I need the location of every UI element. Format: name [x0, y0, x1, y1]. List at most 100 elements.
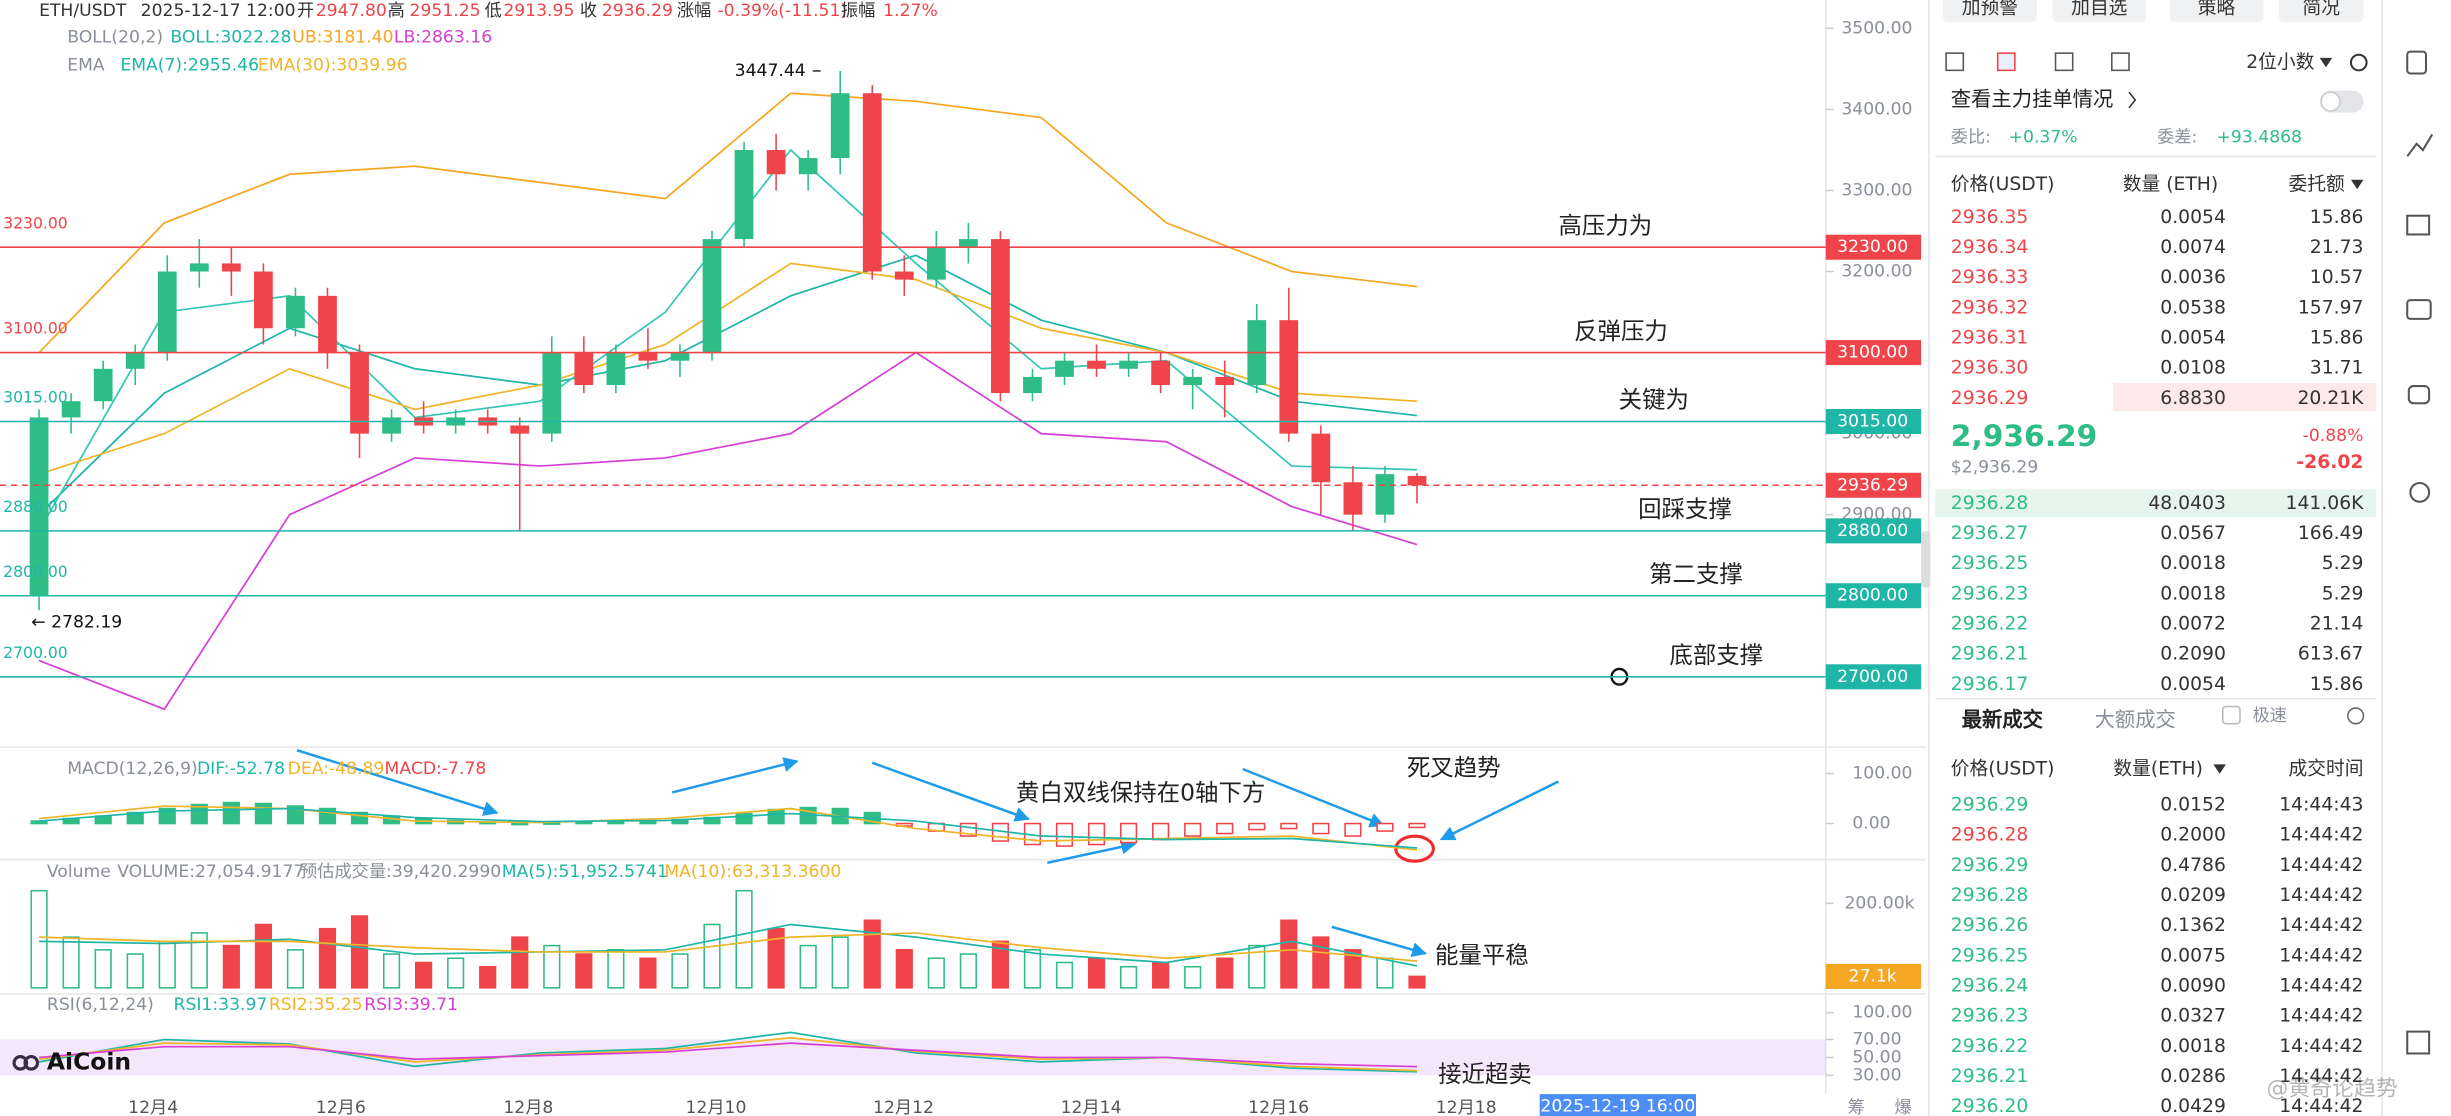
header-text: 2913.95 — [503, 1, 574, 21]
toolbar-button[interactable] — [2052, 0, 2147, 22]
candle-body — [1375, 474, 1395, 515]
y-tick-label: 100.00 — [1852, 764, 1912, 784]
volume-bar — [126, 953, 144, 989]
change: -26.02 — [2296, 452, 2363, 473]
qty-cell: 0.0018 — [2160, 583, 2226, 604]
candle-body — [1023, 376, 1042, 394]
price-cell: 2936.28 — [1951, 885, 2029, 906]
high-marker: 3447.44 — [735, 61, 806, 81]
tab[interactable]: 大额成交 — [2095, 708, 2176, 732]
price-cell: 2936.35 — [1951, 207, 2029, 228]
indicator-legend: BOLL(20,2) — [67, 28, 163, 48]
rsi-band — [0, 1039, 1826, 1076]
volume-bar — [1152, 961, 1170, 989]
toolbar-button[interactable] — [2279, 0, 2364, 22]
annotation: 能量平稳 — [1435, 941, 1529, 969]
column-header: 数量(ETH) — [2113, 758, 2203, 780]
indicator-legend: MA(10):63,313.3600 — [664, 862, 841, 882]
value-cell: 14:44:42 — [2279, 975, 2363, 996]
price-cell: 2936.33 — [1951, 267, 2029, 288]
macd-bar — [254, 802, 272, 825]
value-cell: 15.86 — [2310, 674, 2364, 695]
toolbar-button-label[interactable]: 加预警 — [1962, 0, 2019, 18]
decimals-select[interactable]: 2位小数 — [2246, 51, 2314, 73]
indicator-legend: RSI3:39.71 — [364, 995, 458, 1015]
toolbar-button[interactable] — [2169, 0, 2264, 22]
diff-label: 委差: — [2157, 128, 2197, 148]
last-price-usd: $2,936.29 — [1951, 457, 2038, 477]
volume-bar — [30, 889, 48, 989]
value-cell: 14:44:42 — [2279, 825, 2363, 846]
volume-bar — [1312, 936, 1330, 989]
header-text: 1.27% — [883, 1, 938, 21]
header-text: 振幅 — [841, 1, 875, 21]
value-cell: 21.73 — [2310, 237, 2364, 258]
view-icon[interactable] — [1945, 52, 1965, 72]
volume-bar — [94, 949, 112, 989]
qty-cell: 0.0072 — [2160, 613, 2226, 634]
toolbar-button-label[interactable]: 简况 — [2303, 0, 2341, 18]
toolbar-button-label[interactable]: 加自选 — [2071, 0, 2128, 18]
diff: +93.4868 — [2217, 128, 2302, 148]
volume-bar — [863, 919, 881, 989]
volume-bar — [927, 957, 945, 989]
price-cell: 2936.28 — [1951, 825, 2029, 846]
overlay-line — [38, 351, 1418, 711]
value-cell: 166.49 — [2298, 523, 2364, 544]
header-text: 2947.80 — [316, 1, 387, 21]
sidebar-icons — [2406, 50, 2434, 1055]
annotation-arrows — [296, 749, 1560, 957]
view-icon[interactable] — [2111, 52, 2130, 72]
macd-bar — [190, 803, 208, 825]
volume-bar — [479, 965, 497, 989]
price-cell: 2936.29 — [1951, 794, 2029, 815]
checkbox[interactable] — [2222, 705, 2241, 725]
overlay-line — [38, 262, 1418, 475]
x-tick-label: 12月4 — [128, 1098, 178, 1116]
candle-body — [958, 239, 978, 248]
level-box — [1825, 408, 1922, 434]
price-cell: 2936.25 — [1951, 553, 2029, 574]
header-text: 2951.25 — [410, 1, 481, 21]
settings-icon[interactable] — [2349, 53, 2368, 72]
column-header: 数量 (ETH) — [2123, 173, 2219, 195]
chevron — [2128, 91, 2137, 109]
depth-bar — [1935, 489, 2376, 518]
indicator-legend: DIF:-52.78 — [197, 759, 285, 779]
level-left-label: 3230.00 — [3, 213, 68, 232]
candle-body — [125, 352, 145, 369]
corner-label: 爆 — [1895, 1098, 1912, 1116]
ratio-label: 委比: — [1951, 128, 1991, 148]
volume-bar — [767, 927, 785, 989]
view-icon[interactable] — [2054, 52, 2074, 72]
toolbar-button-label[interactable]: 策略 — [2198, 0, 2236, 18]
toolbar-button[interactable] — [1942, 0, 2037, 22]
view-icon[interactable] — [1996, 52, 2016, 72]
macd-bar — [1248, 822, 1266, 831]
qty-cell: 0.0108 — [2160, 358, 2226, 379]
header-text: ETH/USDT — [39, 1, 127, 21]
x-tick-label: 12月12 — [873, 1098, 934, 1116]
y-tick-label: 50.00 — [1852, 1047, 1901, 1067]
header-text: 涨幅 — [677, 1, 711, 21]
level-left-label: 3015.00 — [3, 388, 68, 407]
tab-active[interactable]: 最新成交 — [1962, 708, 2044, 732]
main-orders-link[interactable]: 查看主力挂单情况 — [1951, 87, 2114, 111]
toggle-knob — [2320, 91, 2341, 112]
resize-handle[interactable] — [1921, 531, 1931, 588]
checkbox-label: 极速 — [2252, 706, 2286, 726]
macd-line — [39, 807, 1418, 849]
candle-body — [1183, 376, 1203, 385]
price-cell: 2936.20 — [1951, 1096, 2029, 1116]
candle-body — [221, 263, 241, 272]
macd-bar — [1408, 822, 1426, 829]
macd-bar — [1216, 822, 1234, 835]
price-cell: 2936.22 — [1951, 1036, 2029, 1057]
settings-icon[interactable] — [2347, 707, 2365, 725]
volume-bar — [1376, 957, 1394, 989]
candle-body — [606, 352, 626, 385]
qty-cell: 0.0054 — [2160, 327, 2226, 348]
volume-bar — [543, 944, 561, 989]
